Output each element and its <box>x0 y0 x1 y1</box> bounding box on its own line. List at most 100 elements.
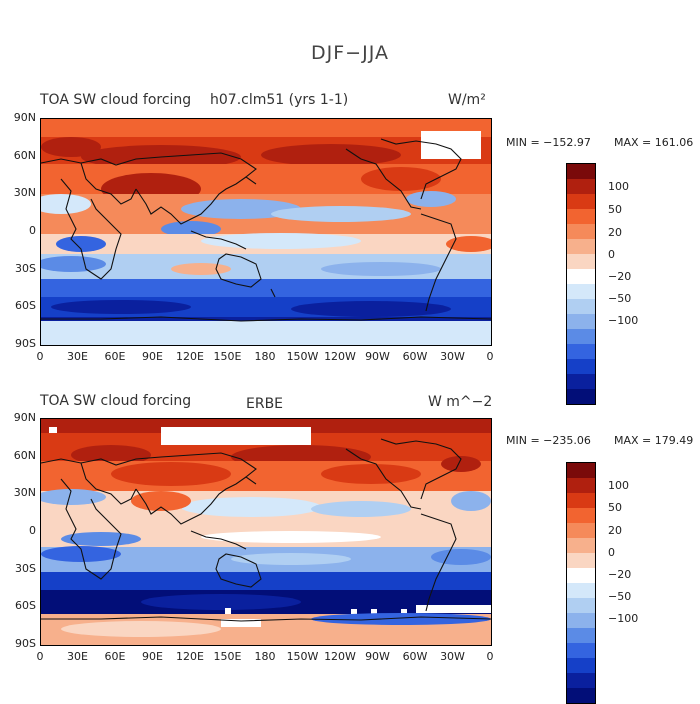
colorbar-swatch <box>567 179 595 194</box>
panel2-cb-label-20: 20 <box>608 524 622 537</box>
panel2-cb-label-50: 50 <box>608 501 622 514</box>
panel1-colorbar-strip <box>566 163 596 405</box>
y-tick-label: 0 <box>29 524 36 537</box>
colorbar-swatch <box>567 299 595 314</box>
x-tick-label: 150W <box>286 650 319 663</box>
panel2-cb-label-m100: −100 <box>608 612 639 625</box>
panel1-title-left: TOA SW cloud forcing <box>40 92 192 108</box>
colorbar-swatch <box>567 628 595 643</box>
x-tick-label: 150E <box>213 350 242 363</box>
colorbar-swatch <box>567 374 595 389</box>
colorbar-swatch <box>567 164 595 179</box>
x-tick-label: 90W <box>365 350 390 363</box>
colorbar-swatch <box>567 224 595 239</box>
panel2-cb-label-m50: −50 <box>608 590 632 603</box>
panel1-cb-label-50: 50 <box>608 203 622 216</box>
x-tick-label: 0 <box>486 350 494 363</box>
panel1-cb-label-m100: −100 <box>608 314 639 327</box>
panel1-cb-label-m20: −20 <box>608 270 632 283</box>
x-tick-label: 120E <box>176 350 204 363</box>
y-tick-label: 30N <box>13 486 36 500</box>
panel2-title-left: TOA SW cloud forcing <box>40 393 192 409</box>
panel1-cb-label-20: 20 <box>608 226 622 239</box>
y-tick-label: 90N <box>13 111 36 124</box>
colorbar-swatch <box>567 673 595 688</box>
y-tick-label: 90S <box>15 337 36 350</box>
colorbar-swatch <box>567 194 595 209</box>
x-tick-label: 0 <box>36 650 44 663</box>
x-tick-label: 120W <box>324 650 356 663</box>
y-tick-label: 30S <box>15 561 36 575</box>
panel1-cb-label-100: 100 <box>608 180 629 193</box>
x-tick-label: 0 <box>486 650 494 663</box>
panel2-colorbar-strip <box>566 462 596 704</box>
y-tick-label: 60N <box>13 448 36 462</box>
colorbar-swatch <box>567 478 595 493</box>
colorbar-swatch <box>567 359 595 374</box>
colorbar-swatch <box>567 583 595 598</box>
colorbar-swatch <box>567 658 595 673</box>
x-tick-label: 60W <box>402 350 428 363</box>
x-tick-label: 0 <box>36 350 44 363</box>
panel2-max: MAX = 179.49 <box>614 434 694 447</box>
panel2-min: MIN = −235.06 <box>506 434 591 447</box>
colorbar-swatch <box>567 463 595 478</box>
y-tick-label: 90N <box>13 411 36 424</box>
panel2-cb-label-100: 100 <box>608 479 629 492</box>
panel2-title-center: ERBE <box>246 396 284 412</box>
colorbar-swatch <box>567 314 595 329</box>
panel1-max: MAX = 161.06 <box>614 136 694 149</box>
colorbar-swatch <box>567 598 595 613</box>
panel1-min: MIN = −152.97 <box>506 136 591 149</box>
colorbar-swatch <box>567 389 595 404</box>
y-tick-label: 0 <box>29 224 36 237</box>
x-tick-label: 60E <box>104 350 126 363</box>
colorbar-swatch <box>567 344 595 359</box>
colorbar-swatch <box>567 643 595 658</box>
x-tick-label: 30E <box>67 350 88 363</box>
x-tick-label: 30E <box>67 650 88 663</box>
x-tick-label: 90E <box>142 650 163 663</box>
x-tick-label: 90W <box>365 650 390 663</box>
y-tick-label: 60N <box>13 148 36 162</box>
colorbar-swatch <box>567 553 595 568</box>
panel2-map-svg <box>41 419 491 645</box>
y-tick-label: 60S <box>15 299 36 313</box>
y-tick-label: 60S <box>15 599 36 613</box>
panel1-coastlines <box>41 138 491 322</box>
panel1-units: W/m² <box>448 92 486 108</box>
colorbar-swatch <box>567 568 595 583</box>
x-tick-label: 30W <box>440 650 465 663</box>
colorbar-swatch <box>567 254 595 269</box>
x-tick-label: 150W <box>286 350 319 363</box>
x-tick-label: 150E <box>213 650 242 663</box>
colorbar-swatch <box>567 523 595 538</box>
x-tick-label: 180 <box>254 350 276 363</box>
colorbar-swatch <box>567 688 595 703</box>
colorbar-swatch <box>567 613 595 628</box>
panel1-cb-label-m50: −50 <box>608 292 632 305</box>
panel2-map <box>40 418 492 646</box>
x-tick-label: 180 <box>254 650 276 663</box>
colorbar-swatch <box>567 538 595 553</box>
colorbar-swatch <box>567 209 595 224</box>
y-tick-label: 30N <box>13 186 36 200</box>
panel1-cb-label-0: 0 <box>608 248 615 261</box>
colorbar-swatch <box>567 329 595 344</box>
y-tick-label: 90S <box>15 637 36 650</box>
x-tick-label: 120W <box>324 350 356 363</box>
panel2-cb-label-0: 0 <box>608 546 615 559</box>
panel2-cb-label-m20: −20 <box>608 568 632 581</box>
colorbar-swatch <box>567 508 595 523</box>
colorbar-swatch <box>567 493 595 508</box>
panel2-coastlines <box>41 438 491 622</box>
x-tick-label: 60E <box>104 650 126 663</box>
panel2-units: W m^−2 <box>428 394 493 410</box>
panel1-map-svg <box>41 119 491 345</box>
colorbar-swatch <box>567 269 595 284</box>
x-tick-label: 60W <box>402 650 428 663</box>
x-tick-label: 90E <box>142 350 163 363</box>
colorbar-swatch <box>567 239 595 254</box>
colorbar-swatch <box>567 284 595 299</box>
y-tick-label: 30S <box>15 261 36 275</box>
